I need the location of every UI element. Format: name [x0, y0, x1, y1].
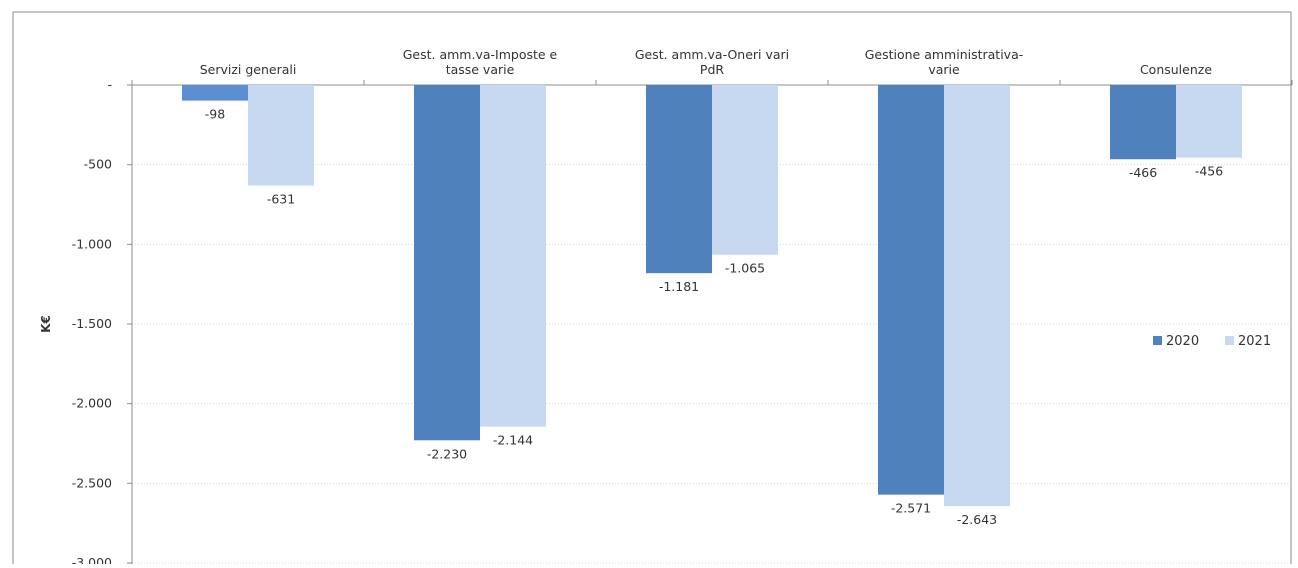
bar-2021 [1176, 85, 1242, 158]
y-tick-label: -500 [84, 157, 112, 172]
y-tick-label: -2.500 [72, 475, 112, 490]
data-label: -1.181 [659, 279, 699, 294]
legend-swatch-2020 [1153, 336, 1162, 345]
bar-2021 [712, 85, 778, 255]
y-tick-label: - [107, 77, 112, 92]
bar-2020 [182, 85, 248, 101]
y-tick-label: -1.000 [72, 236, 112, 251]
category-label: Servizi generali [200, 62, 297, 77]
legend-swatch-2021 [1225, 336, 1234, 345]
chart-frame [12, 11, 1292, 568]
category-label: Gest. amm.va-Imposte e [403, 47, 558, 62]
bar-2020 [646, 85, 712, 274]
data-label: -98 [205, 107, 225, 122]
y-axis-title: K€ [39, 315, 53, 333]
category-label: Gestione amministrativa- [865, 47, 1024, 62]
bar-2021 [480, 85, 546, 427]
bar-2020 [414, 85, 480, 441]
data-label: -2.571 [891, 501, 931, 516]
bar-2020 [1110, 85, 1176, 160]
data-label: -2.643 [957, 512, 997, 527]
y-tick-label: -3.000 [72, 555, 112, 564]
category-label: Gest. amm.va-Oneri vari [635, 47, 789, 62]
bar-2021 [944, 85, 1010, 507]
category-label: varie [928, 62, 960, 77]
data-label: -2.144 [493, 433, 533, 448]
bar-2020 [878, 85, 944, 495]
data-label: -1.065 [725, 261, 765, 276]
category-label: tasse varie [446, 62, 515, 77]
y-tick-label: -2.000 [72, 396, 112, 411]
data-label: -456 [1195, 164, 1223, 179]
data-label: -2.230 [427, 446, 467, 461]
y-tick-label: -1.500 [72, 316, 112, 331]
data-label: -631 [267, 192, 295, 207]
category-label: Consulenze [1140, 62, 1212, 77]
data-label: -466 [1129, 165, 1157, 180]
legend-label: 2021 [1238, 334, 1271, 349]
category-label: PdR [700, 62, 724, 77]
legend-label: 2020 [1166, 334, 1199, 349]
bar-2021 [248, 85, 314, 186]
